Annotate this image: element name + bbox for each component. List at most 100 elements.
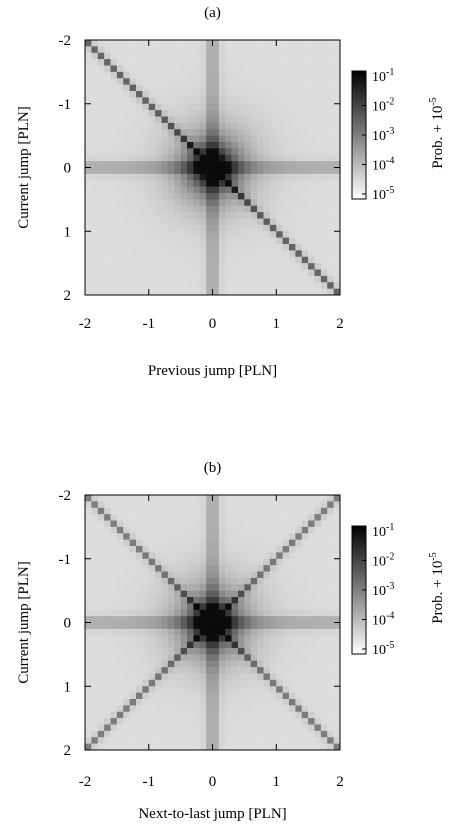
heatmap-cell (225, 59, 232, 66)
heatmap-cell (218, 705, 226, 713)
heatmap-cell (231, 520, 239, 528)
heatmap-cell (91, 180, 99, 187)
heatmap-cell (193, 590, 201, 598)
heatmap-cell (91, 558, 99, 566)
heatmap-cell (167, 78, 175, 85)
heatmap-cell (276, 256, 283, 264)
heatmap-cell (250, 711, 258, 719)
heatmap-cell (218, 46, 226, 54)
heatmap-cell (295, 686, 303, 693)
heatmap-cell (263, 507, 271, 515)
heatmap-cell (206, 622, 213, 630)
heatmap-cell (314, 148, 322, 156)
heatmap-cell (104, 129, 111, 136)
heatmap-cell (167, 212, 175, 219)
heatmap-cell (263, 40, 271, 47)
heatmap-cell (333, 565, 341, 572)
heatmap-cell (295, 660, 303, 668)
heatmap-cell (276, 116, 283, 124)
heatmap-cell (289, 552, 296, 560)
heatmap-cell (110, 65, 118, 73)
heatmap-cell (257, 231, 264, 238)
heatmap-cell (257, 154, 264, 162)
heatmap-cell (282, 103, 290, 111)
heatmap-cell (167, 584, 175, 591)
heatmap-cell (91, 526, 99, 534)
heatmap-cell (314, 597, 322, 604)
heatmap-cell (308, 237, 315, 245)
heatmap-cell (333, 667, 341, 674)
heatmap-cell (250, 173, 258, 181)
heatmap-cell (314, 507, 322, 515)
heatmap-cell (148, 654, 156, 662)
heatmap-cell (333, 116, 341, 124)
heatmap-cell (167, 539, 175, 547)
heatmap-cell (85, 91, 92, 98)
heatmap-cell (97, 584, 105, 591)
heatmap-cell (136, 686, 143, 693)
heatmap-cell (238, 199, 245, 207)
heatmap-cell (257, 161, 264, 168)
heatmap-cell (250, 275, 258, 283)
heatmap-cell (276, 129, 283, 136)
heatmap-cell (129, 730, 137, 738)
heatmap-cell (174, 667, 181, 674)
heatmap-cell (333, 648, 341, 655)
heatmap-cell (155, 212, 162, 219)
heatmap-cell (123, 609, 130, 617)
heatmap-cell (225, 571, 232, 579)
heatmap-cell (148, 71, 156, 79)
heatmap-cell (136, 520, 143, 528)
heatmap-cell (289, 546, 296, 553)
heatmap-cell (289, 167, 296, 175)
heatmap-cell (116, 212, 124, 219)
heatmap-cell (282, 743, 290, 751)
heatmap-cell (91, 59, 99, 66)
heatmap-cell (206, 552, 213, 560)
heatmap-cell (314, 571, 322, 579)
heatmap-cell (187, 59, 194, 66)
heatmap-cell (314, 711, 322, 719)
heatmap-cell (97, 546, 105, 553)
heatmap-cell (142, 501, 150, 509)
heatmap-cell (174, 218, 181, 226)
heatmap-cell (308, 129, 315, 136)
heatmap-cell (85, 705, 92, 713)
heatmap-cell (193, 218, 201, 226)
heatmap-cell (218, 679, 226, 687)
heatmap-cell (148, 256, 156, 264)
heatmap-cell (282, 186, 290, 194)
heatmap-cell (155, 97, 162, 105)
heatmap-cell (225, 167, 232, 175)
heatmap-cell (238, 186, 245, 194)
heatmap-cell (250, 263, 258, 270)
heatmap-cell (161, 199, 169, 207)
heatmap-cell (174, 718, 181, 725)
heatmap-cell (289, 46, 296, 54)
heatmap-cell (238, 584, 245, 591)
heatmap-cell (333, 686, 341, 693)
heatmap-cell (199, 571, 207, 579)
heatmap-cell (167, 507, 175, 515)
colorbar-label-text: Prob. + 10 (430, 106, 446, 169)
heatmap-cell (97, 495, 105, 502)
heatmap-cell (282, 199, 290, 207)
heatmap-cell (148, 622, 156, 630)
heatmap-cell (257, 501, 264, 509)
heatmap-cell (91, 622, 99, 630)
heatmap-cell (85, 288, 92, 296)
heatmap-cell (180, 256, 188, 264)
heatmap-cell (167, 52, 175, 60)
heatmap-cell (142, 148, 150, 156)
heatmap-cell (263, 135, 271, 143)
heatmap-cell (282, 552, 290, 560)
heatmap-cell (244, 737, 252, 744)
heatmap-cell (269, 743, 277, 751)
heatmap-cell (174, 616, 181, 623)
heatmap-cell (85, 673, 92, 681)
heatmap-cell (301, 135, 309, 143)
x-tick-label: 1 (273, 316, 281, 332)
heatmap-cell (327, 501, 334, 509)
heatmap-cell (155, 597, 162, 604)
heatmap-cell (244, 46, 252, 54)
